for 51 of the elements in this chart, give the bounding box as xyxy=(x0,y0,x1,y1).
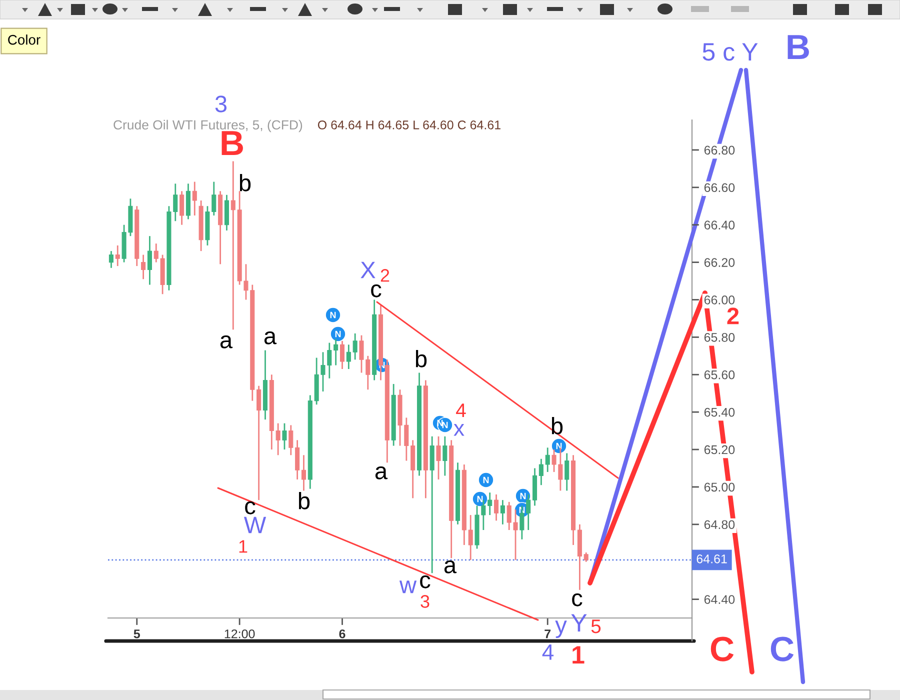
annotation: a xyxy=(444,560,457,574)
annotation: c xyxy=(245,501,256,514)
text: C xyxy=(770,636,794,662)
ref-line-label: 64.61 xyxy=(696,554,727,564)
y-tick-label: 64.80 xyxy=(704,520,735,530)
annotation: a xyxy=(220,335,233,348)
annotation: X xyxy=(360,262,376,278)
chart-subtitle: O 64.64 H 64.65 L 64.60 C 64.61 xyxy=(318,120,500,130)
annotation: c xyxy=(420,575,430,588)
x-tick-label: 6 xyxy=(339,629,346,638)
annotation: 3 xyxy=(420,595,430,608)
y-tick-label: 65.00 xyxy=(704,482,735,492)
annotation: w xyxy=(399,580,417,594)
text: 2 xyxy=(727,308,739,324)
x-tick-label: 5 xyxy=(134,630,140,638)
text: C xyxy=(710,636,734,662)
text: 1 xyxy=(572,646,584,664)
annotation: Y xyxy=(571,614,587,632)
y-tick-label: 65.80 xyxy=(704,332,735,342)
annotation: B xyxy=(222,131,243,155)
annotation: b xyxy=(298,492,310,510)
chart-title: Crude Oil WTI Futures, 5, (CFD) xyxy=(114,120,302,132)
x-tick-label: 12:00 xyxy=(224,629,255,638)
annotation: c xyxy=(371,284,382,298)
y-tick-label: 65.60 xyxy=(704,370,735,380)
annotation: b xyxy=(240,174,251,192)
annotation: a xyxy=(375,466,388,480)
annotation: x xyxy=(454,424,464,436)
x-tick-label: 7 xyxy=(544,630,551,638)
text: y xyxy=(555,620,567,638)
annotation: c xyxy=(572,593,582,606)
annotation: W xyxy=(244,516,266,534)
annotation: b xyxy=(552,416,563,434)
y-tick-label: 66.60 xyxy=(704,183,735,192)
y-tick-label: 65.20 xyxy=(704,445,735,454)
y-tick-label: 66.80 xyxy=(704,146,735,155)
y-tick-label: 66.00 xyxy=(704,296,735,304)
text: B xyxy=(788,35,809,59)
annotation: 1 xyxy=(239,540,248,553)
annotation: 2 xyxy=(380,269,390,282)
y-tick-label: 66.40 xyxy=(704,220,735,230)
annotation: 4 xyxy=(456,404,466,418)
text: Color xyxy=(8,34,40,45)
text: 3 xyxy=(215,96,227,112)
y-tick-label: 65.40 xyxy=(704,408,735,417)
annotation: a xyxy=(264,331,277,344)
text: 5 c Y xyxy=(702,43,758,61)
text: 4 xyxy=(542,644,554,660)
y-tick-label: 66.20 xyxy=(704,258,735,267)
annotation: b xyxy=(416,350,427,368)
y-tick-label: 64.40 xyxy=(704,595,735,604)
